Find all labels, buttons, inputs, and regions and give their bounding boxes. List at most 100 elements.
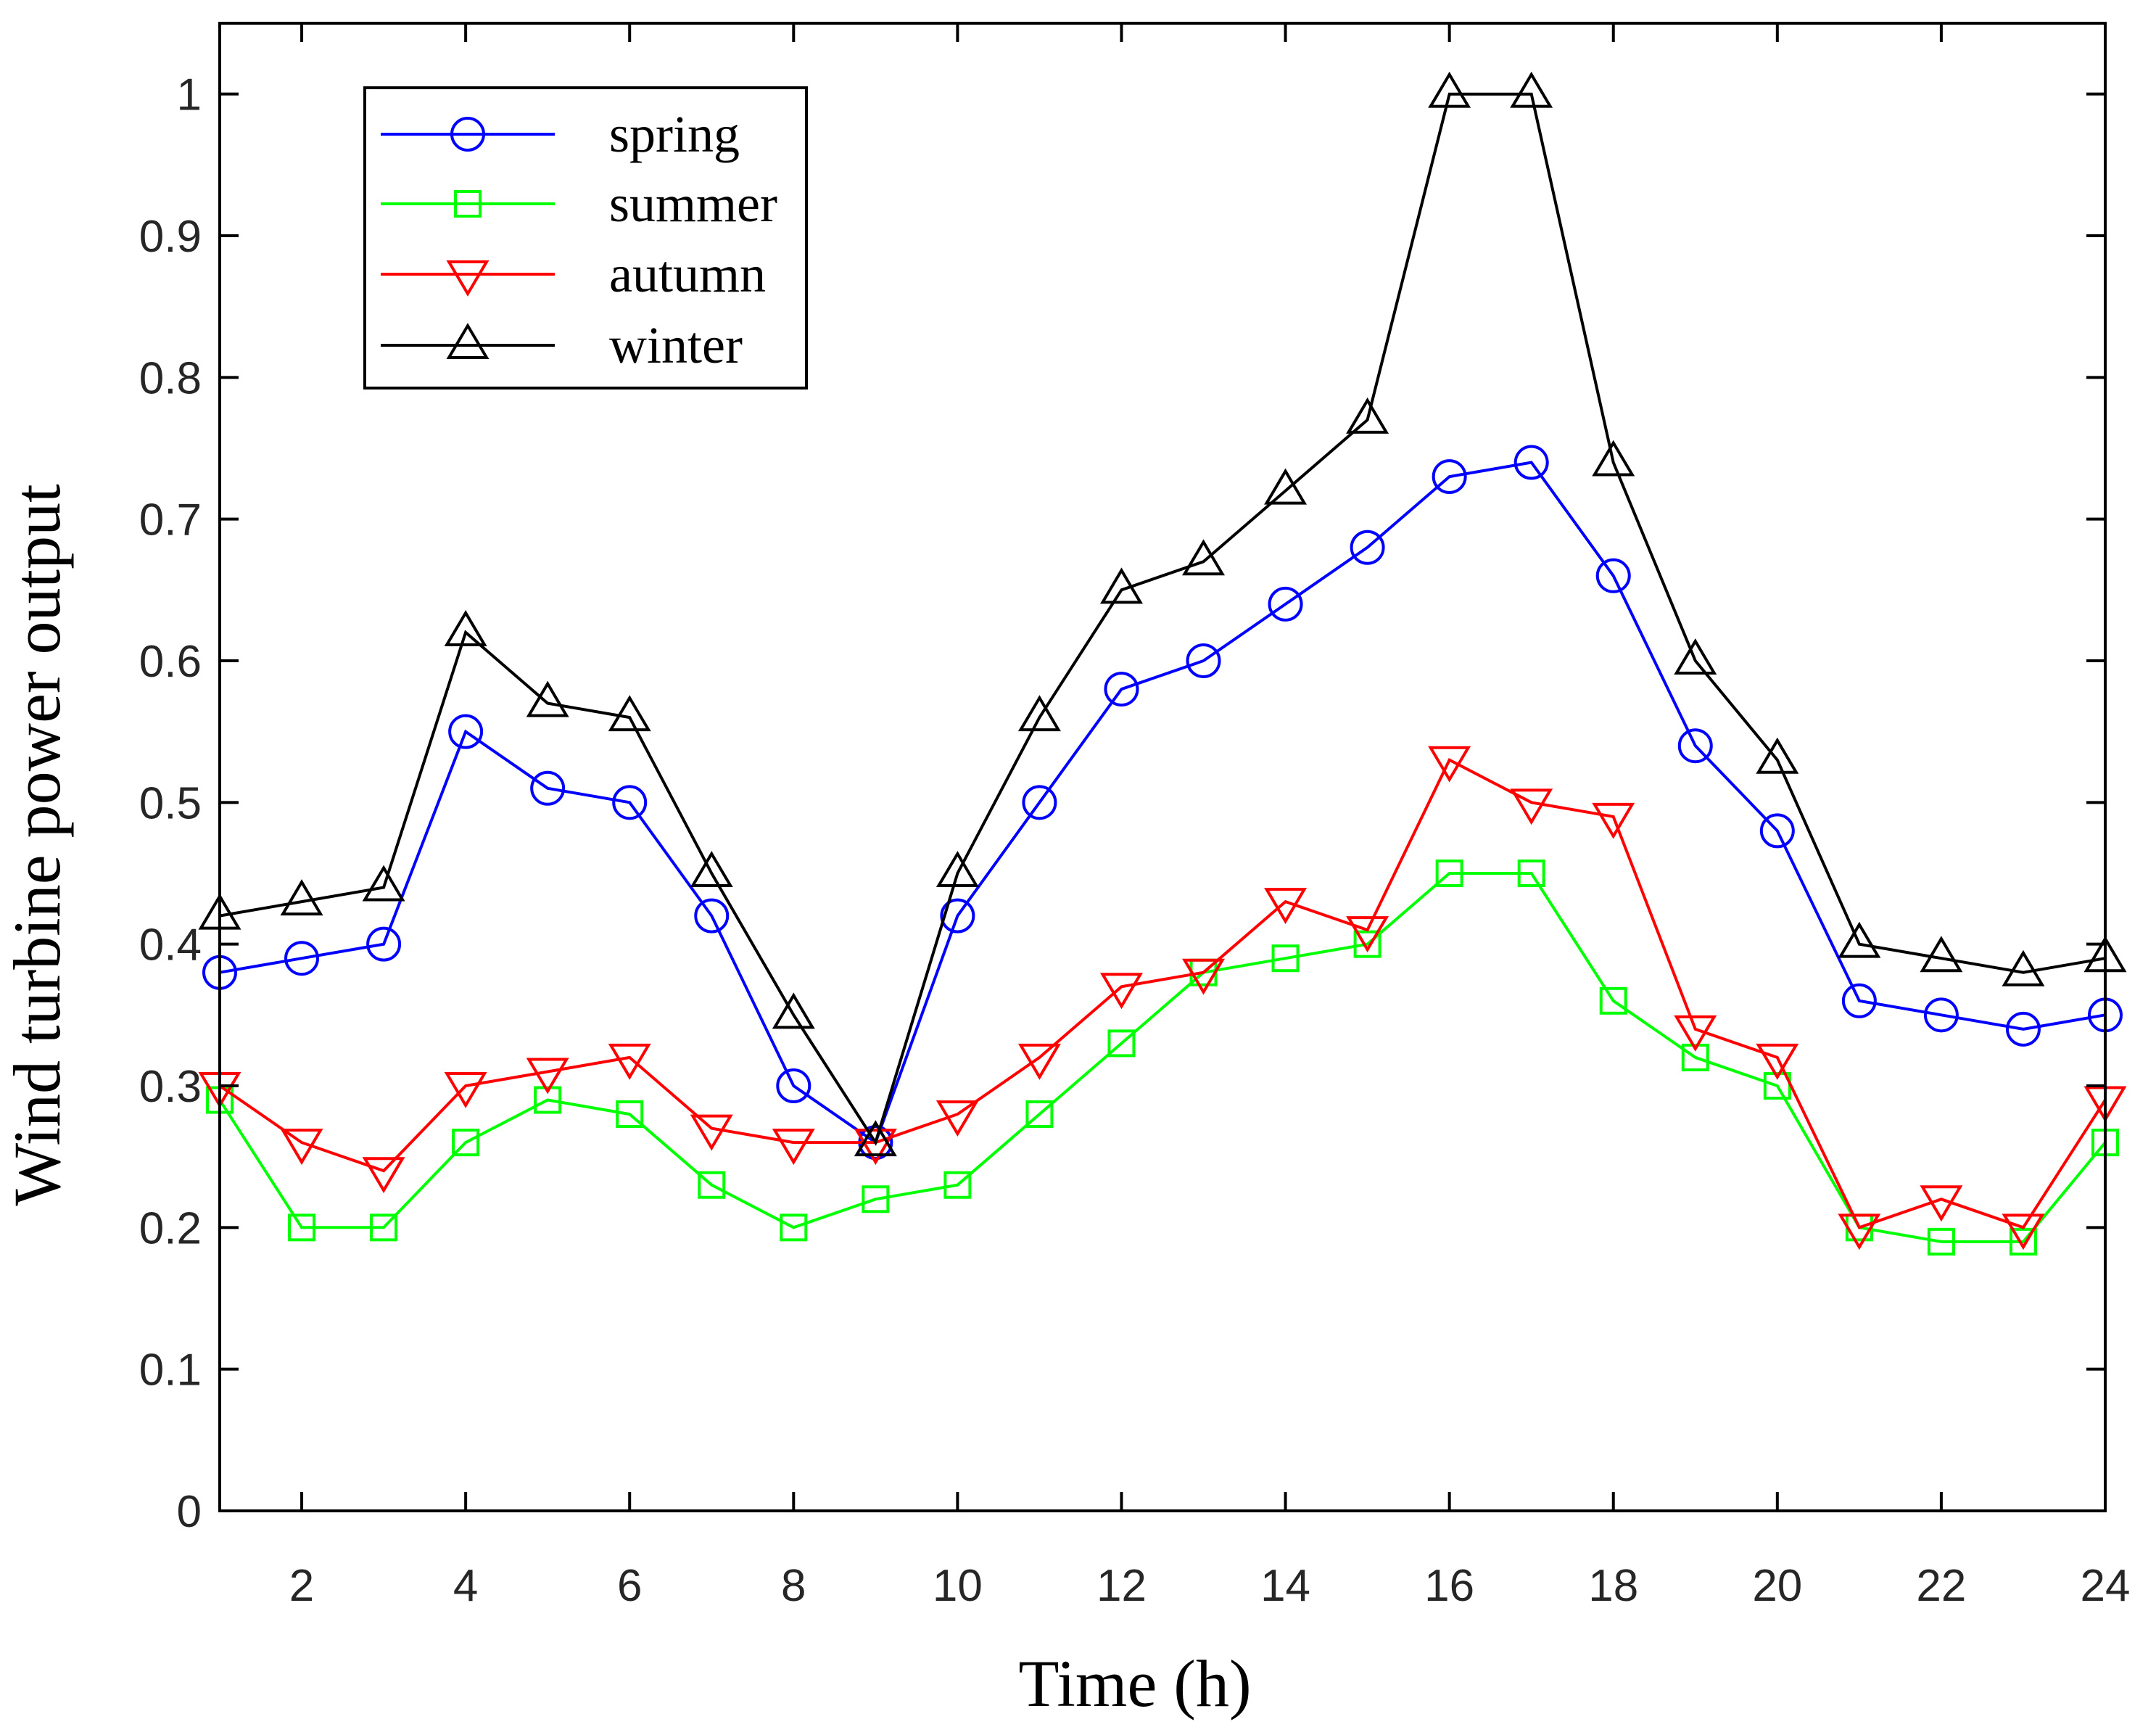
data-point-winter-2 (280, 879, 323, 916)
y-tick-label-1: 1 (177, 70, 202, 120)
data-point-winter-7 (690, 851, 733, 887)
x-tick-label-20: 20 (1752, 1561, 1802, 1611)
data-point-winter-22 (1920, 936, 1963, 973)
data-point-autumn-16 (1428, 746, 1471, 783)
y-tick-label-0.8: 0.8 (139, 353, 202, 403)
x-tick-label-14: 14 (1260, 1561, 1310, 1611)
data-point-autumn-22 (1920, 1185, 1963, 1222)
data-point-spring-14 (1268, 586, 1303, 622)
data-point-winter-16 (1428, 71, 1471, 108)
data-point-spring-18 (1595, 558, 1631, 593)
data-point-summer-14 (1271, 944, 1300, 973)
data-point-spring-11 (1022, 785, 1057, 820)
data-point-autumn-12 (1099, 973, 1143, 1010)
data-point-summer-23 (2009, 1227, 2037, 1256)
data-point-winter-15 (1346, 397, 1389, 434)
data-point-winter-11 (1017, 695, 1061, 732)
data-point-winter-6 (608, 695, 651, 732)
x-tick-label-24: 24 (2081, 1561, 2131, 1611)
y-tick-label-0.9: 0.9 (139, 212, 202, 262)
data-point-spring-7 (694, 898, 730, 934)
data-point-winter-13 (1182, 539, 1226, 576)
data-point-winter-19 (1674, 638, 1717, 675)
data-point-summer-17 (1517, 860, 1545, 887)
data-point-winter-10 (935, 851, 979, 887)
data-point-autumn-2 (280, 1129, 323, 1166)
data-point-spring-8 (776, 1068, 811, 1103)
series-line-autumn (218, 757, 2107, 1229)
x-tick-label-22: 22 (1916, 1561, 1966, 1611)
data-point-winter-12 (1099, 567, 1143, 604)
data-point-summer-10 (943, 1171, 972, 1199)
data-point-spring-17 (1513, 445, 1549, 480)
data-point-summer-5 (534, 1086, 562, 1114)
data-point-spring-3 (366, 926, 402, 962)
data-point-autumn-3 (362, 1157, 405, 1194)
legend-marker-autumn (446, 260, 490, 297)
data-point-winter-18 (1592, 440, 1635, 477)
data-point-summer-22 (1927, 1227, 1955, 1256)
x-tick-label-16: 16 (1424, 1561, 1474, 1611)
data-point-winter-5 (526, 680, 569, 717)
data-point-summer-2 (288, 1213, 316, 1242)
y-tick-label-0.3: 0.3 (139, 1062, 202, 1112)
x-axis-title: Time (h) (1018, 1647, 1251, 1720)
legend-marker-summer (454, 190, 482, 218)
x-tick-label-18: 18 (1588, 1561, 1638, 1611)
data-point-autumn-13 (1182, 958, 1226, 995)
data-point-winter-4 (444, 610, 487, 646)
data-point-summer-12 (1107, 1029, 1136, 1058)
data-point-summer-16 (1435, 860, 1463, 887)
y-tick-label-0.6: 0.6 (139, 637, 202, 687)
data-point-spring-21 (1841, 983, 1877, 1018)
data-point-winter-3 (362, 865, 405, 902)
plot-area (198, 71, 2127, 1256)
data-point-autumn-14 (1264, 888, 1308, 924)
data-point-spring-12 (1104, 672, 1139, 707)
legend-label-autumn: autumn (609, 245, 766, 303)
data-point-spring-22 (1923, 997, 1959, 1033)
data-point-autumn-17 (1510, 788, 1553, 825)
axes-box (218, 22, 2107, 1512)
x-tick-label-8: 8 (781, 1561, 806, 1611)
x-tick-label-2: 2 (289, 1561, 314, 1611)
data-point-autumn-21 (1838, 1213, 1881, 1250)
legend-marker-winter (446, 323, 490, 359)
data-point-summer-6 (616, 1100, 644, 1129)
data-point-autumn-7 (690, 1114, 733, 1151)
legend-marker-spring (450, 117, 485, 152)
x-tick-label-12: 12 (1096, 1561, 1147, 1611)
data-point-summer-9 (862, 1185, 890, 1213)
y-tick-label-0: 0 (177, 1487, 202, 1537)
y-axis-title: Wind turbine power output (0, 484, 74, 1206)
legend: spring summer autumn winter (363, 86, 808, 390)
data-point-winter-9 (854, 1120, 897, 1157)
data-point-spring-4 (448, 714, 484, 749)
y-tick-label-0.7: 0.7 (139, 495, 202, 545)
data-point-autumn-4 (444, 1072, 487, 1108)
data-point-spring-13 (1186, 643, 1221, 678)
x-tick-label-10: 10 (933, 1561, 983, 1611)
series-line-winter (219, 92, 2106, 1146)
data-point-autumn-9 (854, 1129, 897, 1166)
y-tick-label-0.2: 0.2 (139, 1203, 202, 1253)
data-point-spring-15 (1350, 529, 1385, 565)
data-point-winter-17 (1510, 71, 1553, 108)
legend-label-spring: spring (609, 105, 740, 163)
data-point-autumn-18 (1592, 802, 1635, 839)
data-point-autumn-5 (526, 1058, 569, 1095)
data-point-spring-16 (1432, 459, 1467, 495)
data-point-spring-23 (2005, 1011, 2041, 1047)
data-point-summer-18 (1599, 986, 1627, 1015)
data-point-summer-19 (1681, 1043, 1709, 1071)
data-point-spring-19 (1677, 728, 1713, 764)
data-point-summer-8 (780, 1213, 808, 1242)
data-point-winter-8 (772, 992, 815, 1029)
data-point-autumn-15 (1346, 916, 1389, 953)
y-tick-label-0.1: 0.1 (139, 1345, 202, 1396)
data-point-summer-7 (698, 1171, 726, 1199)
data-point-autumn-23 (2002, 1213, 2045, 1250)
legend-label-winter: winter (609, 316, 743, 374)
